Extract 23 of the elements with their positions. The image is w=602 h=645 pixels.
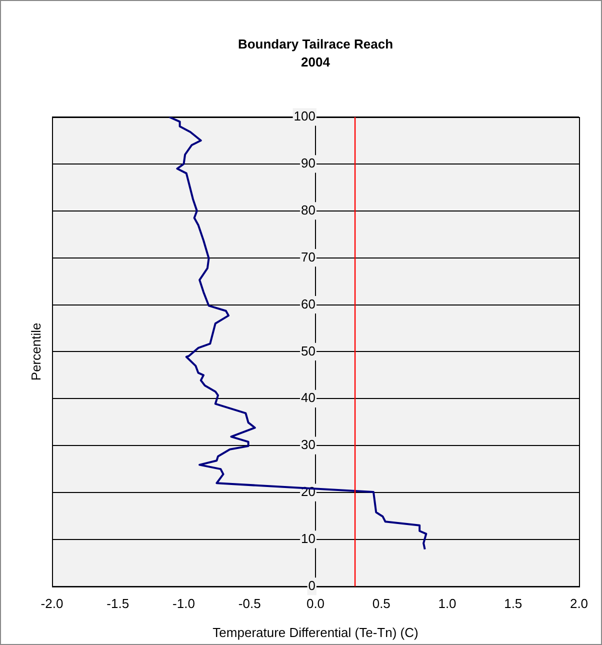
y-tick-label: 50 xyxy=(301,343,316,358)
y-tick-label: 10 xyxy=(301,531,316,546)
x-tick-label: 1.5 xyxy=(504,596,522,611)
y-tick-label: 30 xyxy=(301,437,316,452)
chart-subtitle: 2004 xyxy=(301,54,331,70)
x-tick-label: -0.5 xyxy=(238,596,261,611)
x-tick-label: 0.5 xyxy=(372,596,390,611)
y-tick-label: 40 xyxy=(301,390,316,406)
x-tick-label: 0.0 xyxy=(306,596,325,611)
y-axis-title: Percentile xyxy=(28,322,44,381)
y-tick-label: 90 xyxy=(301,156,316,171)
chart-title: Boundary Tailrace Reach xyxy=(238,36,394,52)
y-tick-label: 70 xyxy=(301,249,316,264)
x-tick-label: -1.5 xyxy=(106,596,130,611)
y-tick-label: 0 xyxy=(308,578,316,593)
y-tick-label: 80 xyxy=(301,202,316,218)
y-tick-label: 100 xyxy=(294,108,316,124)
x-tick-label: -1.0 xyxy=(172,596,195,611)
x-tick-label: 2.0 xyxy=(570,596,588,611)
x-tick-label: 1.0 xyxy=(438,596,456,611)
x-axis-title: Temperature Differential (Te-Tn) (C) xyxy=(212,624,418,640)
y-tick-label: 60 xyxy=(301,296,316,312)
x-tick-label: -2.0 xyxy=(40,596,64,611)
